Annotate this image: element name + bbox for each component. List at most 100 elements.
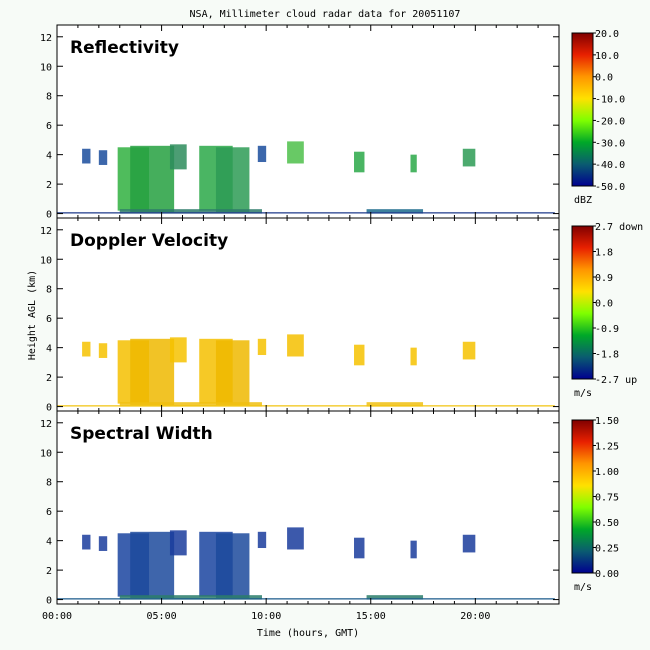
y-tick-label: 2	[46, 373, 52, 384]
echo-region	[462, 148, 476, 167]
y-tick-label: 6	[46, 507, 52, 518]
x-tick-label: 15:00	[356, 611, 386, 622]
echo-region	[215, 147, 250, 213]
echo-region	[119, 595, 262, 600]
echo-region	[98, 536, 108, 551]
y-tick-label: 4	[46, 151, 52, 162]
colorbar-label: -0.9	[595, 324, 619, 335]
y-tick-label: 12	[40, 33, 52, 44]
colorbar	[571, 225, 594, 380]
colorbar-label: 10.0	[595, 51, 619, 62]
panel-2: 0 2 4 6 8 10 12 Doppler Velocity 2.7 down 1.8 0.9 0…	[40, 217, 643, 414]
y-axis-title: Height AGL (km)	[27, 270, 38, 360]
y-tick-label: 4	[46, 344, 52, 355]
colorbar-label: 0.50	[595, 518, 619, 529]
colorbar-label: -30.0	[595, 138, 625, 149]
echo-region	[130, 531, 175, 599]
y-tick-label: 6	[46, 314, 52, 325]
echo-region	[169, 337, 187, 363]
colorbar-label: 0.9	[595, 273, 613, 284]
y-tick-label: 4	[46, 537, 52, 548]
y-tick-label: 2	[46, 180, 52, 191]
echo-region	[215, 340, 250, 406]
colorbar	[571, 419, 594, 574]
echo-region	[130, 145, 175, 213]
panel-3: 0 2 4 6 8 10 12 Spectral Width 1.50 1.25 1.00 0.75 0…	[40, 410, 619, 607]
colorbar-label: 1.8	[595, 248, 613, 259]
echo-region	[169, 144, 187, 170]
y-tick-label: 0	[46, 596, 52, 607]
panel-title: Doppler Velocity	[70, 231, 228, 251]
echo-region	[130, 338, 175, 406]
y-tick-label: 2	[46, 566, 52, 577]
echo-region	[366, 402, 424, 407]
colorbar-label: 0.00	[595, 569, 619, 580]
echo-region	[257, 145, 267, 163]
echo-region	[169, 530, 187, 556]
colorbar-label: 2.7 down	[595, 222, 643, 233]
figure-title: NSA, Millimeter cloud radar data for 200…	[190, 9, 461, 20]
echo-region	[257, 338, 267, 356]
echo-region	[119, 209, 262, 214]
x-tick-label: 20:00	[460, 611, 490, 622]
y-tick-label: 8	[46, 92, 52, 103]
echo-region	[98, 150, 108, 165]
colorbar-label: -10.0	[595, 95, 625, 106]
y-tick-label: 8	[46, 285, 52, 296]
y-tick-label: 10	[40, 255, 52, 266]
echo-region	[287, 334, 304, 357]
colorbar-unit: m/s	[574, 388, 592, 399]
echo-region	[57, 212, 555, 214]
y-tick-label: 10	[40, 62, 52, 73]
colorbar-unit: m/s	[574, 582, 592, 593]
echo-region	[215, 533, 250, 599]
echo-region	[462, 534, 476, 553]
y-tick-label: 6	[46, 121, 52, 132]
echo-region	[57, 405, 555, 407]
colorbar-label: -40.0	[595, 160, 625, 171]
y-tick-label: 0	[46, 403, 52, 414]
echo-region	[366, 209, 424, 214]
colorbar-label: 0.0	[595, 299, 613, 310]
colorbar-label: 0.75	[595, 493, 619, 504]
echo-region	[82, 534, 91, 550]
echo-region	[57, 598, 555, 600]
echo-region	[82, 148, 91, 164]
colorbar-label: 0.0	[595, 73, 613, 84]
x-tick-label: 00:00	[42, 611, 72, 622]
y-tick-label: 12	[40, 419, 52, 430]
panel-1: 0 2 4 6 8 10 12 Reflectivity 20.0 10.0 0.0 -10.0 -20…	[40, 24, 625, 221]
y-tick-label: 0	[46, 210, 52, 221]
y-tick-label: 10	[40, 448, 52, 459]
colorbar-label: -20.0	[595, 116, 625, 127]
echo-region	[287, 141, 304, 164]
echo-region	[410, 154, 417, 173]
echo-region	[98, 343, 108, 358]
echo-region	[354, 151, 365, 173]
colorbar-label: 20.0	[595, 29, 619, 40]
y-tick-label: 12	[40, 226, 52, 237]
echo-region	[82, 341, 91, 357]
colorbar-label: -2.7 up	[595, 375, 637, 386]
colorbar	[571, 32, 594, 187]
colorbar-label: -50.0	[595, 182, 625, 193]
colorbar-label: -1.8	[595, 350, 619, 361]
y-tick-label: 8	[46, 478, 52, 489]
colorbar-label: 1.50	[595, 416, 619, 427]
echo-region	[410, 540, 417, 559]
panel-title: Reflectivity	[70, 38, 179, 58]
echo-region	[119, 402, 262, 407]
echo-region	[354, 344, 365, 366]
x-tick-label: 10:00	[251, 611, 281, 622]
echo-region	[257, 531, 267, 549]
colorbar-label: 1.25	[595, 442, 619, 453]
colorbar-label: 1.00	[595, 467, 619, 478]
colorbar-label: 0.25	[595, 544, 619, 555]
echo-region	[410, 347, 417, 366]
echo-region	[354, 537, 365, 559]
x-axis-title: Time (hours, GMT)	[257, 628, 359, 639]
x-tick-label: 05:00	[147, 611, 177, 622]
echo-region	[462, 341, 476, 360]
echo-region	[366, 595, 424, 600]
